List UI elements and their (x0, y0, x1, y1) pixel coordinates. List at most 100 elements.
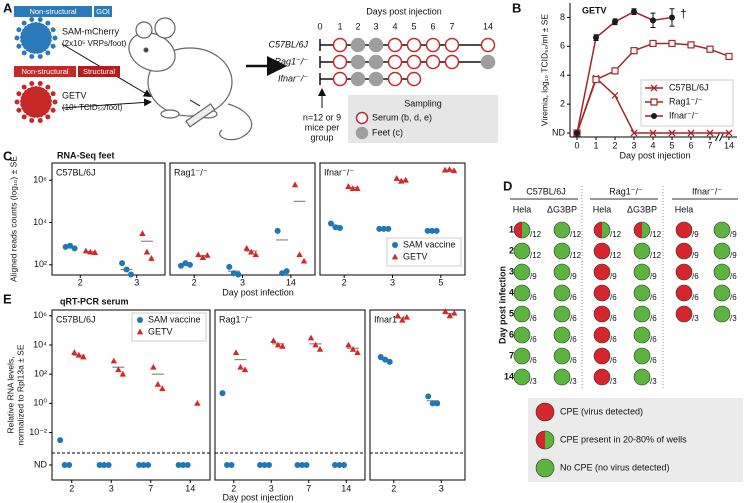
x-tick-label: 5 (669, 140, 674, 150)
marker (110, 357, 118, 364)
y-axis-label: Aligned reads counts (log₁₀) ± SE (8, 156, 18, 282)
cell-label: /6 (692, 293, 699, 302)
strain-label: Rag1⁻/⁻ (274, 56, 308, 66)
marker (332, 461, 338, 468)
cell-label: /6 (610, 356, 617, 365)
legend-label: Rag1⁻/⁻ (669, 96, 703, 106)
marker (143, 248, 151, 255)
marker (67, 242, 74, 249)
y-tick-label: 6 (560, 41, 565, 51)
marker (279, 270, 286, 277)
marker (392, 242, 398, 248)
cpe-circle (593, 347, 611, 365)
x-tick-label: 2 (612, 140, 617, 150)
construct-segment (14, 6, 92, 17)
strain-label: Ifnar⁻/⁻ (278, 73, 308, 83)
marker (377, 354, 384, 361)
marker (649, 129, 657, 137)
virus-spike (16, 27, 22, 33)
marker (434, 400, 441, 407)
cell-label: /6 (570, 293, 577, 302)
construct-name: GETV (62, 90, 87, 100)
marker (243, 244, 250, 251)
marker (706, 45, 714, 53)
axis-break (719, 132, 724, 142)
cpe-circle (545, 431, 554, 449)
x-tick-label: 2 (192, 277, 197, 287)
y-tick-label: 10⁴ (33, 217, 47, 227)
legend-label: SAM vaccine (403, 239, 456, 249)
cell-label: /6 (530, 314, 537, 323)
marker (279, 343, 286, 349)
cell-label: /9 (692, 230, 699, 239)
cpe-circle (513, 242, 531, 260)
cpe-circle (536, 431, 545, 449)
marker (96, 461, 103, 468)
marker (291, 181, 299, 188)
marker (252, 251, 259, 258)
strain-header: C57BL/6J (526, 186, 566, 196)
plot-frame (214, 309, 366, 481)
construct-segment (14, 66, 76, 77)
cpe-circle (593, 326, 611, 344)
marker (66, 461, 73, 468)
marker (182, 260, 189, 267)
cpe-circle (633, 263, 651, 281)
plot-frame (51, 162, 166, 276)
x-tick-label: 5 (438, 277, 443, 287)
cell-label: /3 (692, 314, 699, 323)
virus-spike (50, 27, 56, 33)
cell-label: /9 (610, 272, 617, 281)
marker (123, 266, 130, 273)
cell-label: /6 (570, 335, 577, 344)
cpe-circle (633, 326, 651, 344)
cell-label: /9 (692, 251, 699, 260)
sampling-item: Serum (b, d, e) (372, 112, 432, 122)
sampling-point (387, 54, 403, 70)
x-tick-label: 14 (341, 483, 351, 493)
x-tick-label: 3 (269, 483, 274, 493)
strain-header: Ifnar⁻/⁻ (692, 186, 722, 196)
construct-segment (94, 6, 112, 17)
cpe-circle (513, 347, 531, 365)
marker (87, 248, 94, 255)
sampling-point (480, 37, 496, 53)
cpe-circle (593, 305, 611, 323)
cpe-circle (675, 305, 693, 323)
column-header: Hela (513, 204, 532, 214)
day-label: 5 (509, 308, 514, 318)
cpe-circle (713, 242, 731, 260)
y-axis-label: Viremia, log₁₀ TCID₅₀/ml ± SE (539, 14, 549, 126)
marker (219, 390, 226, 397)
marker (725, 52, 733, 61)
day-label: 7 (509, 350, 514, 360)
segment-label: Non-structural (21, 67, 68, 76)
day-label: 3 (373, 21, 378, 31)
marker (669, 14, 675, 21)
y-axis-label: Day post infection (497, 266, 507, 344)
marker (71, 349, 78, 356)
marker (386, 358, 393, 365)
cell-label: /6 (650, 335, 657, 344)
marker (257, 461, 263, 468)
construct-segment (78, 66, 120, 77)
marker (332, 224, 339, 231)
marker (159, 385, 166, 392)
x-tick-label: 7 (306, 483, 311, 493)
cell-label: /12 (570, 230, 582, 239)
marker (194, 399, 201, 406)
segment-label: Structural (83, 67, 115, 76)
sampling-point (425, 54, 441, 70)
y-tick-label: 10² (34, 259, 47, 269)
marker (327, 220, 334, 227)
sampling-point (368, 37, 384, 53)
marker (402, 176, 409, 183)
strain-label: C57BL/6J (268, 39, 308, 49)
x-tick-label: 3 (134, 277, 139, 287)
marker (62, 243, 69, 250)
subplot-title: Ifnar1⁻/⁻ (374, 314, 409, 324)
marker (441, 166, 449, 173)
marker (341, 461, 347, 468)
virus-spike (37, 16, 43, 22)
